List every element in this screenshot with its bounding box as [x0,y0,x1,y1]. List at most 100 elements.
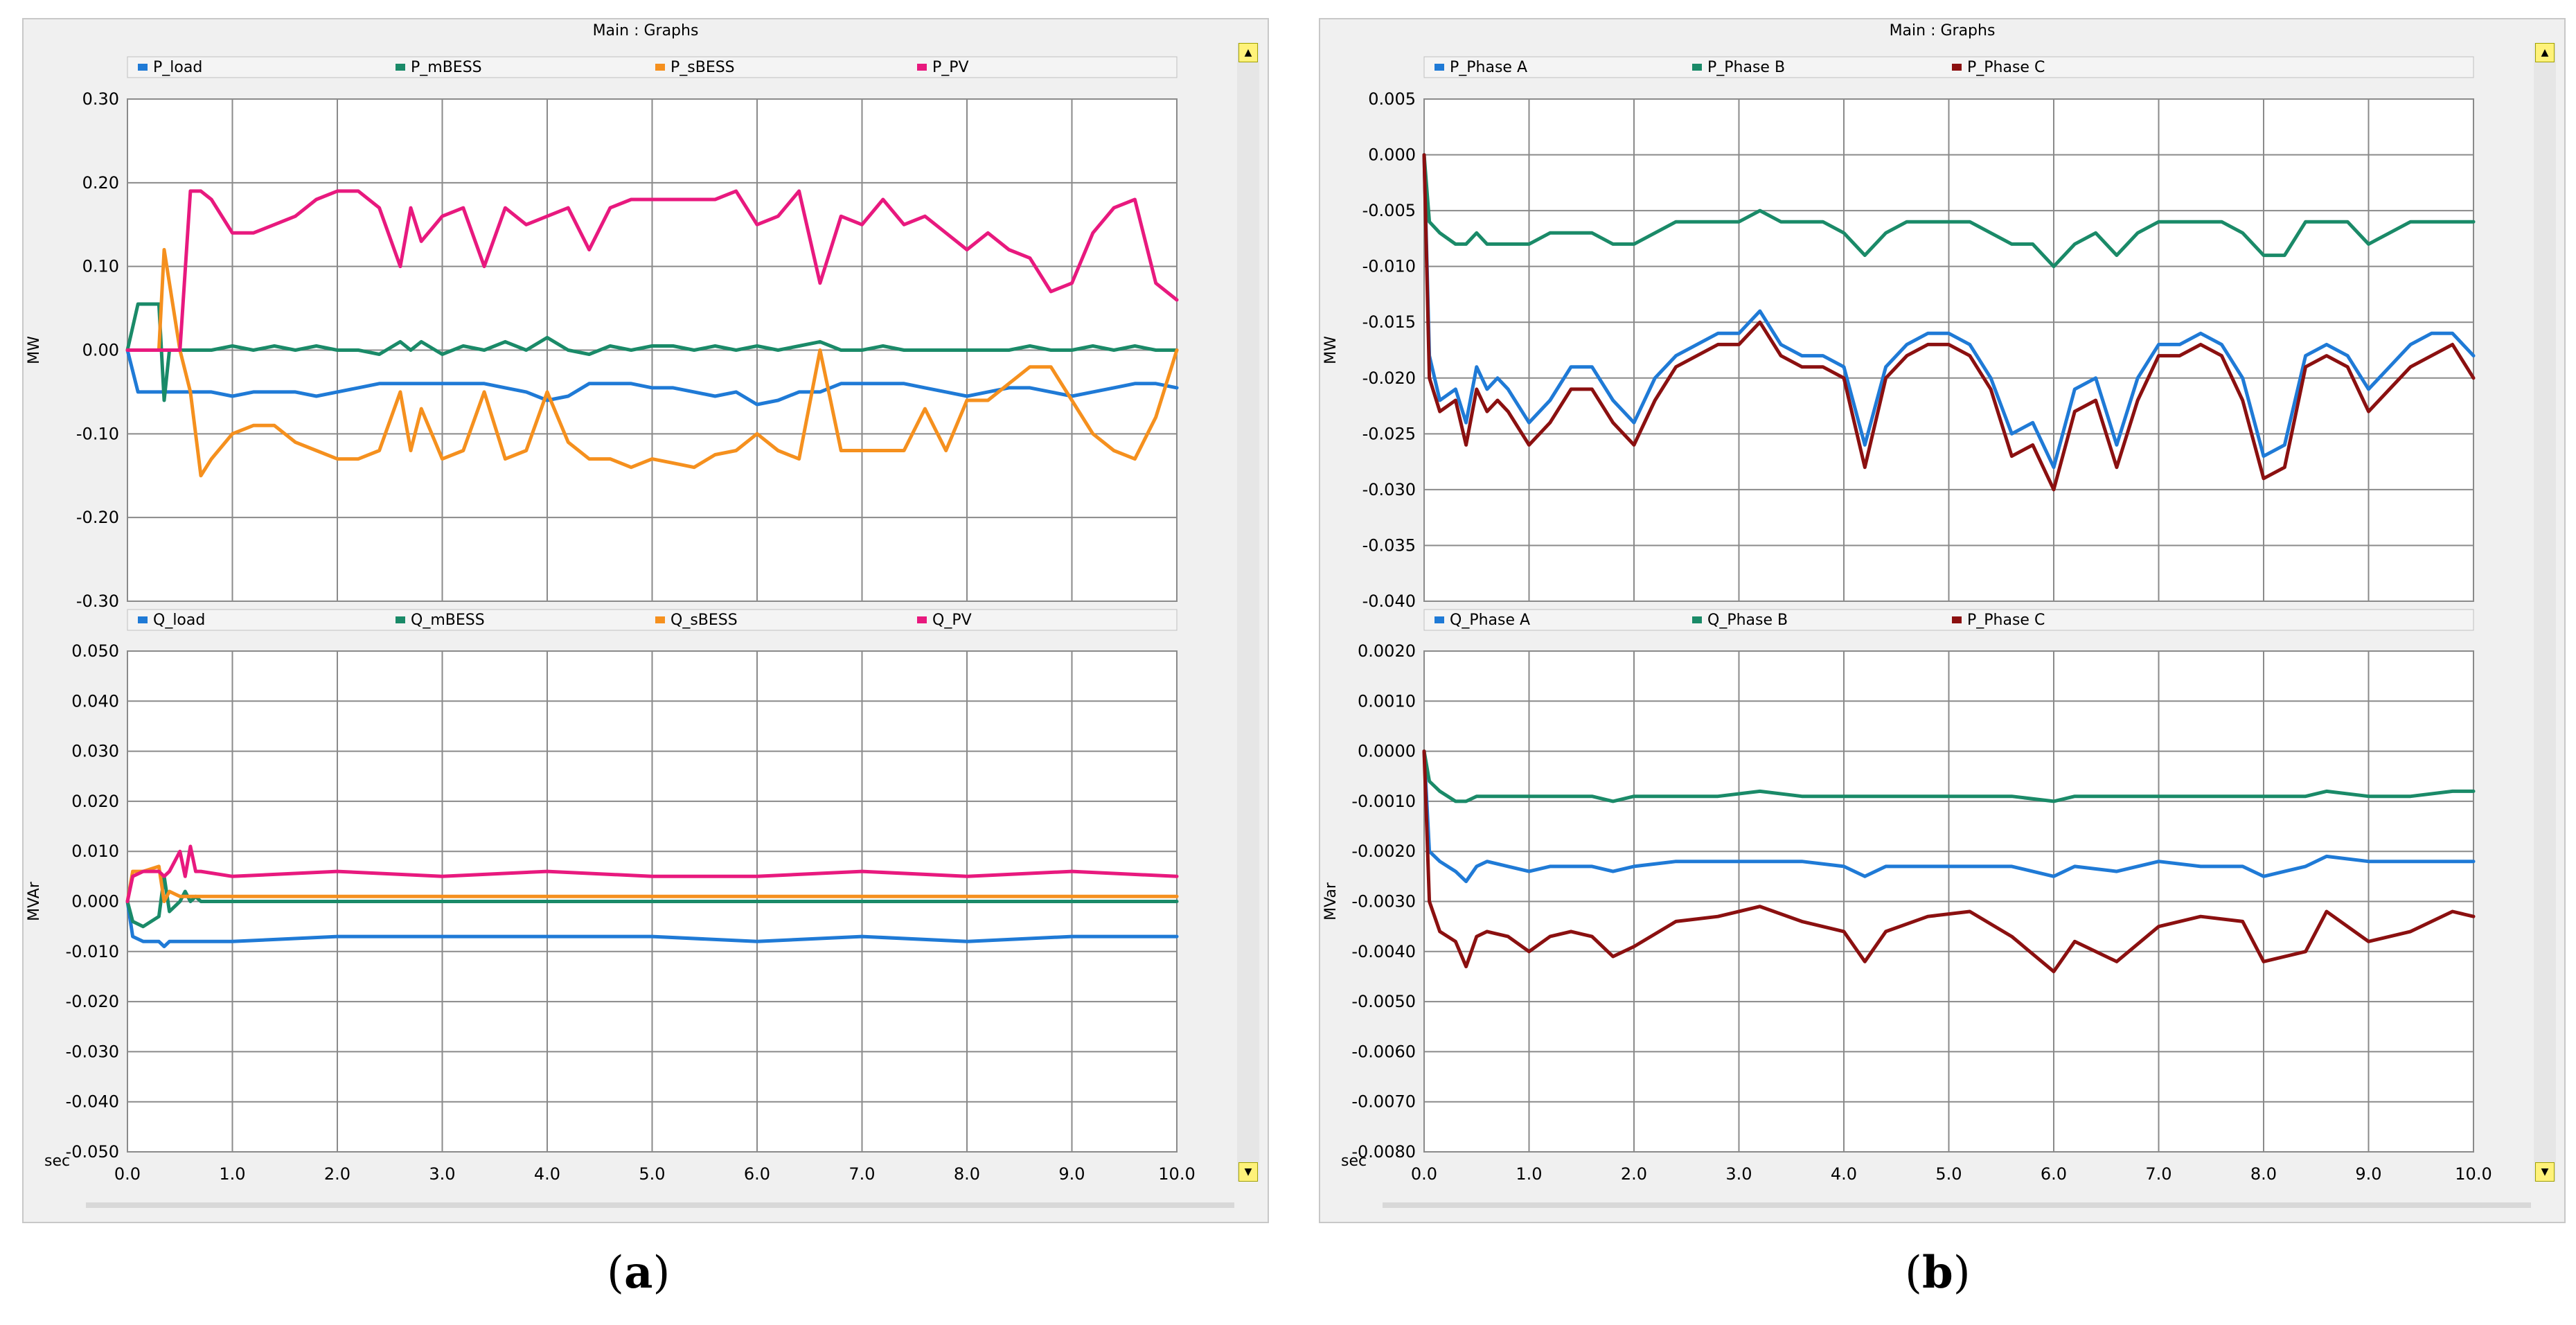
series-line-q-load [125,900,1179,949]
y-axis-title: MW [1322,336,1340,364]
y-axis-title: MVAr [26,881,43,921]
series-line-p-load [125,348,1179,407]
legend-label: P_Phase A [1450,59,1527,76]
caption-close: ) [1953,1247,1971,1299]
x-tick-label: 2.0 [324,1164,350,1184]
y-tick-label: -0.020 [1362,368,1416,388]
scroll-up-arrow-icon[interactable]: ▲ [1238,43,1258,62]
y-tick-label: 0.010 [71,842,119,861]
horizontal-scrollbar[interactable] [1383,1202,2531,1208]
y-tick-label: 0.00 [82,341,119,360]
y-tick-label: -0.005 [1362,201,1416,220]
x-tick-label: 9.0 [1058,1164,1085,1184]
legend-strip [127,609,1178,631]
scroll-down-arrow-icon[interactable]: ▼ [1238,1162,1258,1182]
caption-b: (b) [1905,1247,1971,1299]
legend-label: Q_load [153,612,205,629]
y-tick-label: -0.010 [1362,257,1416,276]
scroll-up-arrow-icon[interactable]: ▲ [2535,43,2555,62]
y-tick-label: 0.040 [71,691,119,711]
legend-label: P_PV [932,59,969,76]
vertical-scrollbar[interactable]: ▲ ▼ [2534,43,2556,1182]
legend-swatch [655,616,665,623]
x-tick-label: 0.0 [1411,1164,1437,1184]
series-line-q-phase-a [1422,749,2476,884]
x-tick-label: 6.0 [744,1164,770,1184]
y-tick-label: -0.040 [66,1092,119,1112]
series-line-q-mbess [125,874,1179,929]
legend-swatch [138,616,148,623]
x-tick-label: 10.0 [2455,1164,2491,1184]
series-line-p-phase-c [1422,749,2476,974]
y-tick-label: 0.0010 [1358,691,1416,711]
legend-swatch [1434,64,1444,71]
series-line-p-pv [125,189,1179,352]
y-tick-label: -0.025 [1362,424,1416,443]
x-tick-label: 2.0 [1621,1164,1647,1184]
horizontal-scrollbar[interactable] [86,1202,1234,1208]
series-line-p-sbess [125,248,1179,478]
x-tick-label: 9.0 [2355,1164,2381,1184]
vertical-scrollbar[interactable]: ▲ ▼ [1237,43,1259,1182]
legend-label: P_sBESS [670,59,735,76]
x-tick-label: 1.0 [219,1164,245,1184]
plot-area-a: P_load P_mBESS P_sBESS P_PV0.300.200.100.00… [26,56,1196,1184]
scroll-down-arrow-icon[interactable]: ▼ [2535,1162,2555,1182]
legend-label: P_load [153,59,202,76]
y-tick-label: -0.030 [1362,480,1416,499]
graph-window-b: Main : Graphs ▲ ▼ P_Phase A P_Phase B P_Ph… [1319,18,2566,1223]
caption-open: ( [607,1247,624,1299]
caption-a: (a) [607,1247,670,1299]
legend-label: P_Phase B [1707,59,1785,76]
y-tick-label: -0.010 [66,942,119,961]
y-tick-label: -0.20 [76,508,119,527]
legend-label: Q_Phase A [1450,612,1530,629]
x-tick-label: 4.0 [1831,1164,1857,1184]
x-tick-label: 0.0 [114,1164,141,1184]
y-tick-label: 0.000 [71,892,119,912]
x-tick-label: 7.0 [849,1164,875,1184]
x-tick-label: 7.0 [2145,1164,2171,1184]
legend-swatch [396,64,405,71]
series-line-q-pv [125,844,1179,903]
series-line-p-mbess [125,302,1179,402]
legend-swatch [396,616,405,623]
caption-close: ) [652,1247,670,1299]
y-tick-label: 0.0020 [1358,641,1416,661]
y-tick-label: -0.0010 [1351,792,1416,811]
x-tick-label: 5.0 [1935,1164,1962,1184]
legend-swatch [917,64,927,71]
legend-swatch [917,616,927,623]
legend-label: Q_Phase B [1707,612,1788,629]
y-tick-label: -0.0030 [1351,892,1416,912]
graph-window-a: Main : Graphs ▲ ▼ P_load P_mBESS P_sBESS P_… [22,18,1269,1223]
series-line-q-phase-b [1422,749,2476,803]
legend-swatch [138,64,148,71]
x-tick-label: 6.0 [2041,1164,2067,1184]
legend-strip [1423,56,2474,78]
x-tick-label: 8.0 [2250,1164,2277,1184]
y-tick-label: -0.0070 [1351,1092,1416,1112]
caption-letter: a [623,1247,653,1299]
y-tick-label: 0.020 [71,792,119,811]
x-tick-label: 4.0 [534,1164,560,1184]
y-tick-label: -0.015 [1362,312,1416,332]
y-axis-title: MW [26,336,43,364]
series-line-p-phase-a [1422,153,2476,470]
y-tick-label: -0.0020 [1351,842,1416,861]
y-tick-label: -0.0040 [1351,942,1416,961]
legend-label: P_Phase C [1967,612,2045,629]
y-tick-label: -0.10 [76,424,119,443]
y-tick-label: 0.000 [1368,145,1416,165]
legend-swatch [1692,616,1702,623]
legend-label: P_Phase C [1967,59,2045,76]
y-tick-label: 0.030 [71,742,119,761]
legend-label: P_mBESS [411,59,482,76]
window-title: Main : Graphs [592,22,699,39]
legend-swatch [655,64,665,71]
x-tick-label: 3.0 [1725,1164,1752,1184]
x-tick-label: 3.0 [429,1164,455,1184]
y-tick-label: -0.0050 [1351,992,1416,1011]
y-tick-label: 0.20 [82,173,119,193]
x-axis-title: sec [1341,1153,1367,1170]
